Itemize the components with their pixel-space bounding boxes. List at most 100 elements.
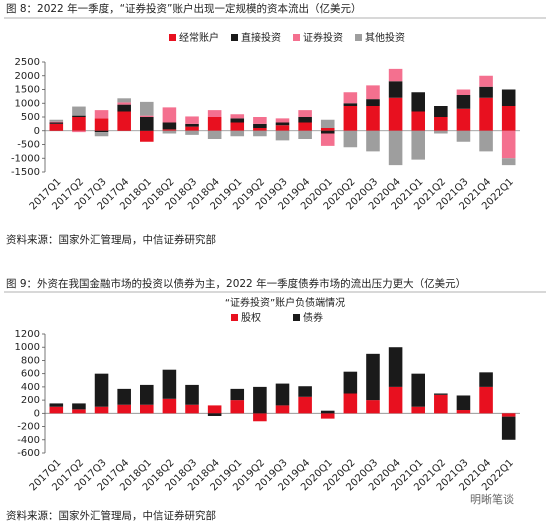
legend-swatch — [355, 34, 362, 41]
bar-segment — [230, 130, 245, 137]
bar-segment — [49, 121, 64, 123]
bar-segment — [388, 68, 403, 82]
bar-segment — [207, 413, 222, 416]
figure-caption: 图 9：外资在我国金融市场的投资以债券为主，2022 年一季度债券市场的流出压力… — [6, 277, 466, 290]
legend-swatch — [231, 314, 238, 321]
bar-segment — [343, 130, 358, 148]
bar-segment — [253, 386, 267, 414]
bar-segment — [479, 97, 493, 131]
bar-segment — [140, 115, 154, 117]
y-tick-label: 500 — [21, 112, 40, 123]
y-tick-label: -1000 — [11, 153, 40, 164]
bar-segment — [230, 118, 245, 123]
bar-segment — [479, 75, 493, 87]
figure-caption: 图 8：2022 年一季度，“证券投资”账户出现一定规模的资本流出（亿美元） — [6, 2, 361, 15]
bar-segment — [253, 117, 267, 124]
bar-segment — [388, 81, 403, 98]
bar-segment — [94, 406, 109, 414]
bar-segment — [411, 111, 425, 131]
bar-segment — [343, 103, 358, 106]
bar-segment — [456, 410, 471, 414]
bar-segment — [207, 117, 222, 131]
bar-segment — [94, 130, 109, 133]
bar-segment — [434, 130, 448, 134]
bar-segment — [275, 118, 290, 123]
bar-segment — [275, 383, 290, 406]
legend-label: 证券投资 — [303, 31, 343, 44]
bar-segment — [479, 372, 493, 387]
bar-segment — [162, 369, 177, 399]
bar-segment — [456, 130, 471, 142]
bar-segment — [366, 85, 380, 100]
bar-segment — [72, 106, 86, 116]
y-tick-label: -200 — [17, 422, 40, 433]
bar-segment — [388, 97, 403, 131]
bar-segment — [72, 403, 86, 410]
source-note: 资料来源：国家外汇管理局，中信证券研究部 — [6, 509, 216, 522]
bar-segment — [456, 95, 471, 109]
bar-segment — [94, 132, 109, 137]
bar-segment — [275, 125, 290, 131]
y-tick-label: 1200 — [15, 329, 40, 340]
bar-segment — [49, 403, 64, 407]
bar-segment — [320, 410, 335, 414]
bar-segment — [501, 130, 516, 159]
legend-label: 经常账户 — [179, 31, 219, 44]
bar-segment — [366, 400, 380, 414]
y-tick-label: 800 — [21, 355, 40, 366]
bar-segment — [185, 126, 199, 131]
bar-segment — [434, 394, 448, 414]
bar-segment — [117, 111, 131, 131]
bar-segment — [207, 130, 222, 139]
bar-segment — [230, 122, 245, 131]
bar-segment — [140, 117, 154, 131]
bar-segment — [434, 393, 448, 395]
bar-segment — [343, 393, 358, 414]
bar-segment — [411, 406, 425, 414]
y-tick-label: 2500 — [15, 57, 40, 68]
watermark: 明晰笔谈 — [470, 492, 514, 506]
bar-segment — [117, 388, 131, 405]
y-tick-label: -400 — [17, 435, 40, 446]
bar-segment — [117, 104, 131, 112]
bar-segment — [162, 398, 177, 414]
y-tick-label: 0 — [34, 408, 40, 419]
bar-segment — [343, 371, 358, 394]
bar-segment — [388, 347, 403, 387]
bar-segment — [501, 89, 516, 106]
bar-segment — [230, 388, 245, 401]
bar-segment — [72, 115, 86, 117]
bar-segment — [298, 130, 312, 139]
legend-swatch — [293, 34, 300, 41]
legend-swatch — [231, 34, 238, 41]
bar-segment — [411, 92, 425, 112]
legend-label: 债券 — [303, 311, 323, 324]
bar-segment — [501, 413, 516, 417]
bar-segment — [253, 123, 267, 128]
bar-segment — [411, 130, 425, 160]
bar-segment — [94, 373, 109, 407]
bar-segment — [366, 99, 380, 106]
bar-segment — [320, 119, 335, 128]
bar-segment — [94, 118, 109, 131]
bar-segment — [501, 416, 516, 440]
bar-segment — [275, 130, 290, 141]
bar-segment — [479, 86, 493, 98]
bar-segment — [185, 116, 199, 124]
bar-segment — [434, 117, 448, 131]
bar-segment — [72, 117, 86, 131]
bar-segment — [298, 117, 312, 123]
y-tick-label: 600 — [21, 369, 40, 380]
bar-segment — [388, 386, 403, 414]
source-note: 资料来源：国家外汇管理局，中信证券研究部 — [6, 233, 216, 246]
legend-label: 股权 — [241, 311, 261, 324]
bar-segment — [207, 405, 222, 414]
bar-segment — [117, 102, 131, 105]
bar-segment — [117, 98, 131, 103]
y-tick-label: 200 — [21, 395, 40, 406]
bar-segment — [253, 413, 267, 422]
bar-segment — [501, 106, 516, 131]
bar-segment — [298, 386, 312, 397]
bar-segment — [140, 130, 154, 142]
